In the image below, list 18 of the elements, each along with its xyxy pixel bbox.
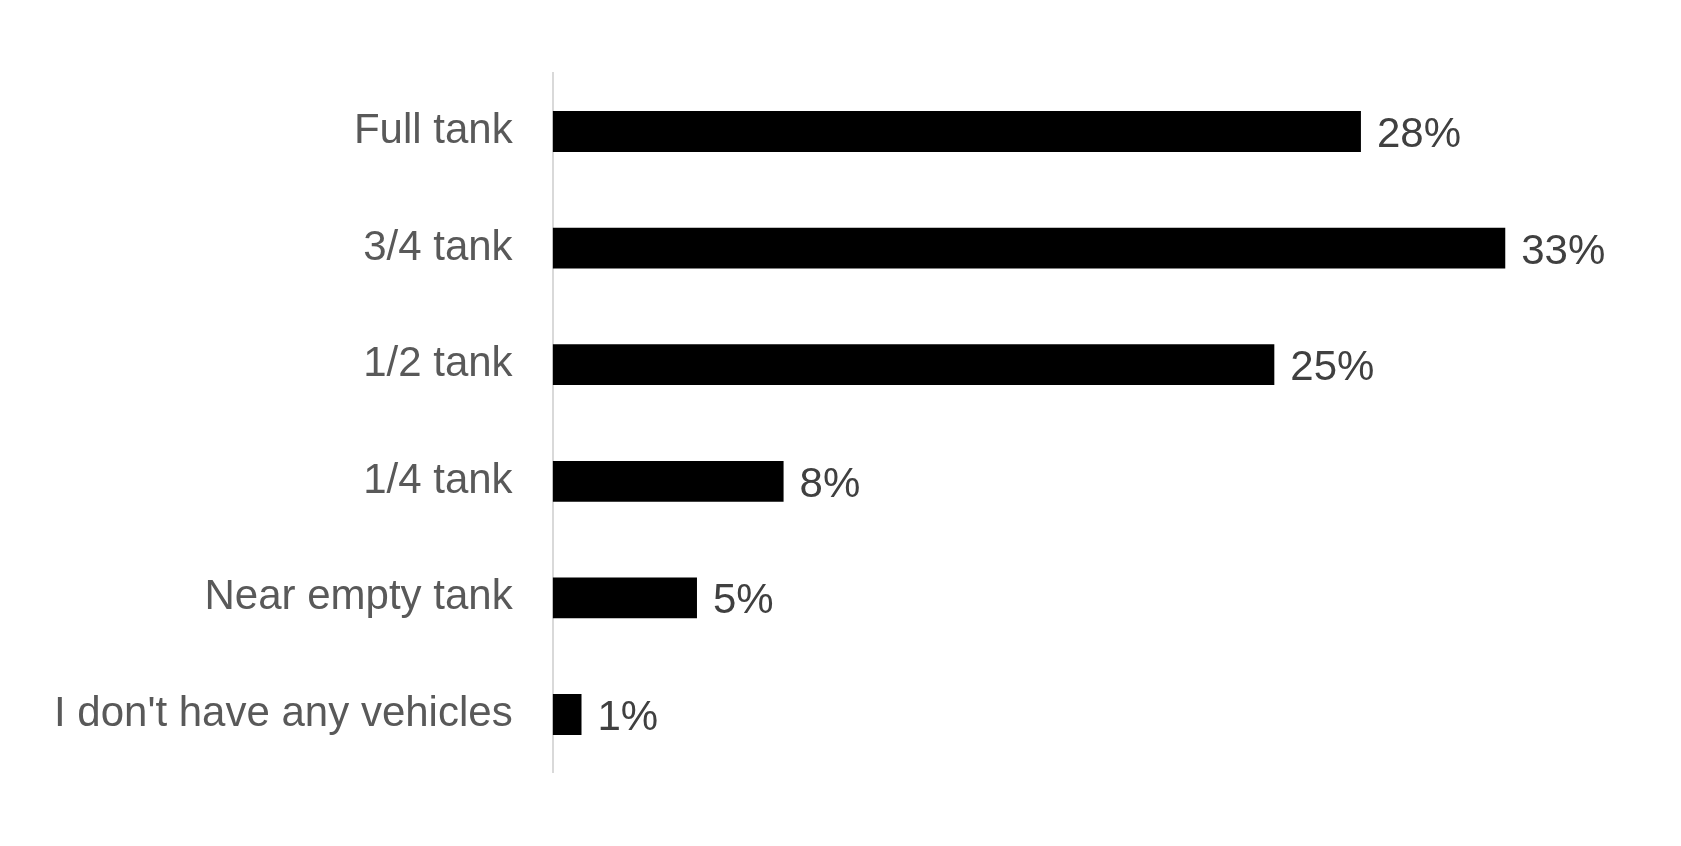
bar [552, 344, 1275, 386]
y-tick-label: I don't have any vehicles [54, 688, 513, 736]
y-tick-label: 1/4 tank [363, 454, 514, 502]
data-label: 25% [1290, 342, 1375, 390]
bar [552, 111, 1361, 152]
data-label: 5% [712, 575, 774, 623]
data-label: 8% [799, 458, 861, 506]
bar [552, 694, 582, 735]
y-tick-label: Near empty tank [204, 571, 514, 619]
bar [552, 460, 784, 502]
bar [552, 227, 1506, 269]
y-tick-label: Full tank [353, 105, 514, 153]
y-tick-label: 1/2 tank [363, 338, 514, 386]
data-label: 28% [1376, 109, 1461, 157]
data-label: 1% [597, 692, 659, 740]
data-label: 33% [1521, 225, 1606, 273]
bar [552, 577, 697, 619]
y-tick-label: 3/4 tank [363, 221, 514, 269]
